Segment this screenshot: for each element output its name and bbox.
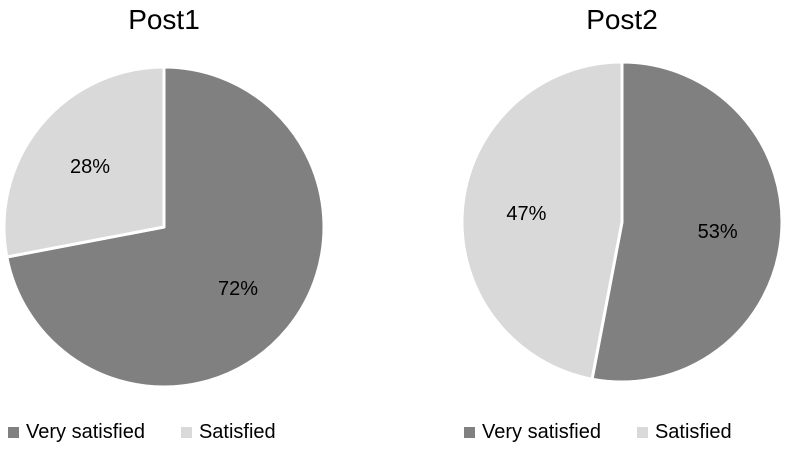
legend-swatch <box>180 427 192 438</box>
data-label: 53% <box>698 221 738 243</box>
legend-label: Very satisfied <box>26 421 145 443</box>
pie-slice-very-satisfied <box>590 60 784 384</box>
pie-chart-1: Post1 72% 28% Very satisfied Satisfied <box>2 4 326 443</box>
legend-label: Very satisfied <box>482 421 601 443</box>
legend-label: Satisfied <box>199 421 276 443</box>
legend-swatch <box>636 427 648 438</box>
legend-label: Satisfied <box>655 421 732 443</box>
chart-title: Post2 <box>586 4 658 35</box>
pie-slice-satisfied <box>2 65 166 259</box>
data-label: 28% <box>70 156 110 178</box>
chart-title: Post1 <box>128 4 200 35</box>
legend: Very satisfied Satisfied <box>8 421 276 443</box>
data-label: 47% <box>506 203 546 225</box>
data-label: 72% <box>218 278 258 300</box>
legend-swatch <box>464 427 475 438</box>
pie-slice-satisfied <box>460 60 624 381</box>
legend: Very satisfied Satisfied <box>464 421 732 443</box>
pie-chart-2: Post2 53% 47% Very satisfied Satisfied <box>460 4 784 443</box>
legend-swatch <box>8 427 19 438</box>
